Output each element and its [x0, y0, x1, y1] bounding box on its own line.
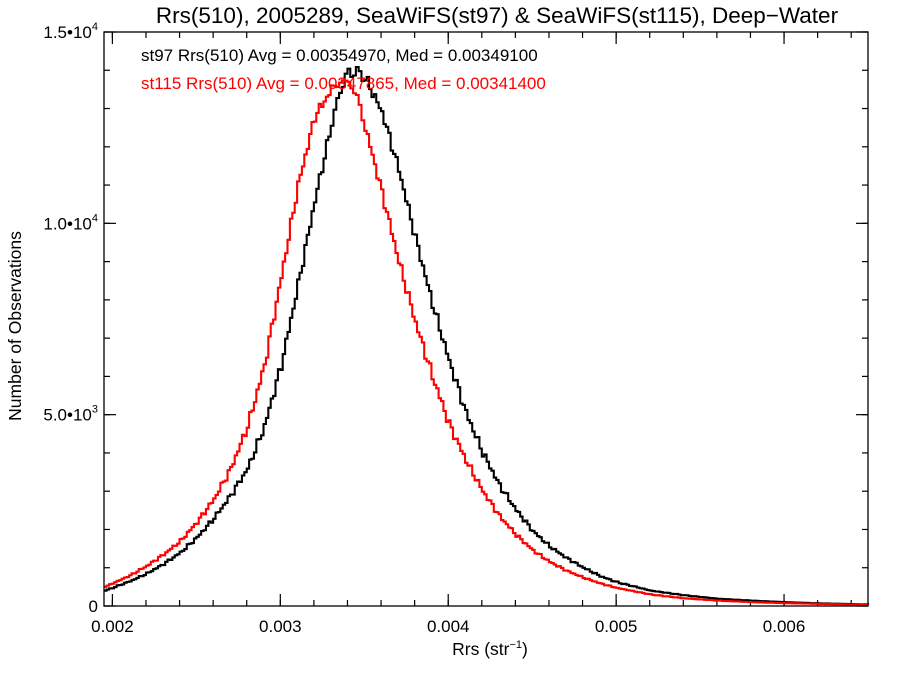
y-tick-label: 0 [89, 597, 98, 616]
chart-title: Rrs(510), 2005289, SeaWiFS(st97) & SeaWi… [156, 3, 839, 28]
stats-line-2: st115 Rrs(510) Avg = 0.00347865, Med = 0… [141, 74, 546, 93]
x-axis-label-suffix: ) [522, 639, 528, 659]
axis-tick-labels: 0.002 0.003 0.004 0.005 0.006 0 5.0•103 1.0•104… [43, 21, 805, 636]
axis-ticks [104, 31, 868, 607]
plot-series [104, 66, 870, 606]
y-tick-label: 1.0•104 [43, 212, 98, 233]
histogram-series-2 [104, 79, 870, 606]
x-tick-label: 0.004 [427, 617, 470, 636]
x-axis-label: Rrs (str−1) [452, 639, 528, 659]
histogram-series-1 [104, 66, 870, 606]
y-tick-label: 1.5•104 [43, 21, 98, 42]
y-axis-label-text: Number of Observations [5, 231, 25, 421]
x-tick-label: 0.002 [91, 617, 134, 636]
x-axis-label-text: Rrs (str [452, 639, 510, 659]
x-tick-label: 0.005 [595, 617, 638, 636]
stats-annotations: st97 Rrs(510) Avg = 0.00354970, Med = 0.… [141, 46, 546, 93]
x-tick-label: 0.003 [259, 617, 302, 636]
y-axis-label: Number of Observations [5, 231, 25, 421]
plot-frame [103, 31, 869, 607]
x-axis-label-exponent: −1 [509, 639, 522, 651]
y-tick-label: 5.0•103 [43, 404, 98, 425]
stats-line-1: st97 Rrs(510) Avg = 0.00354970, Med = 0.… [141, 46, 538, 65]
x-tick-label: 0.006 [763, 617, 806, 636]
